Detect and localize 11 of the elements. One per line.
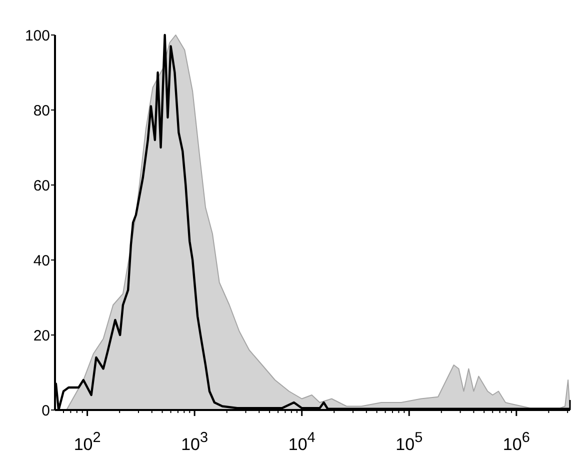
y-tick-label: 40 <box>33 252 50 270</box>
y-tick-label: 100 <box>24 27 50 44</box>
x-tick-label: 10$^{6}$ <box>502 430 530 454</box>
y-tick-label: 0 <box>42 402 50 420</box>
x-tick-label: 10$^{3}$ <box>181 430 208 454</box>
x-tick-label: 10$^{2}$ <box>74 430 101 454</box>
y-tick-label: 80 <box>33 102 50 120</box>
y-tick-label: 20 <box>33 327 50 344</box>
x-tick-label: 10$^{5}$ <box>396 430 423 454</box>
x-tick-label: 10$^{4}$ <box>288 430 316 454</box>
y-tick-label: 60 <box>33 177 50 194</box>
